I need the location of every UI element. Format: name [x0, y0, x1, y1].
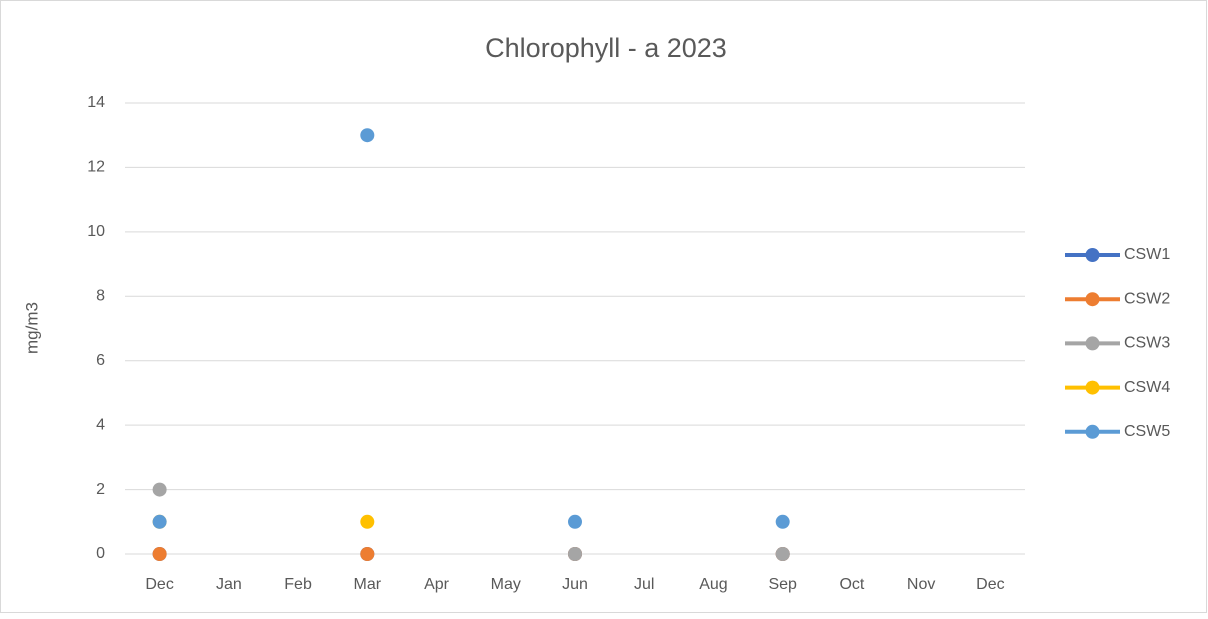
x-tick-label: Dec [976, 576, 1004, 593]
data-point [152, 482, 167, 497]
legend-label: CSW3 [1124, 335, 1170, 352]
y-tick-label: 14 [87, 94, 105, 111]
y-tick-label: 6 [96, 352, 105, 369]
x-tick-label: Oct [839, 576, 864, 593]
x-tick-label: Jun [562, 576, 588, 593]
legend-swatch [1085, 336, 1100, 351]
data-point [775, 547, 790, 561]
x-tick-label: Mar [354, 576, 382, 593]
x-tick-label: Nov [907, 576, 935, 593]
y-axis-title: mg/m3 [22, 302, 41, 354]
x-tick-label: Dec [145, 576, 173, 593]
x-tick-label: Jan [216, 576, 242, 593]
legend-label: CSW5 [1124, 423, 1170, 440]
legend-swatch [1085, 292, 1100, 307]
data-point [775, 514, 790, 529]
y-tick-label: 8 [96, 288, 105, 305]
data-point [360, 514, 375, 529]
legend-swatch [1085, 248, 1100, 262]
x-tick-label: Feb [284, 576, 312, 593]
legend-swatch [1085, 380, 1100, 395]
chart-title: Chlorophyll - a 2023 [485, 33, 727, 63]
data-point [568, 547, 582, 561]
x-tick-label: Sep [768, 576, 797, 593]
data-point [360, 128, 375, 143]
y-tick-label: 4 [96, 416, 105, 433]
x-tick-label: Apr [424, 576, 450, 593]
legend-label: CSW1 [1124, 246, 1170, 263]
data-point [152, 514, 167, 529]
y-tick-label: 0 [96, 545, 105, 562]
y-tick-label: 10 [87, 223, 105, 240]
x-tick-label: Jul [634, 576, 654, 593]
data-point [360, 547, 375, 561]
legend-swatch [1085, 424, 1100, 439]
y-tick-label: 12 [87, 159, 105, 176]
data-point [152, 547, 167, 561]
legend-label: CSW4 [1124, 379, 1170, 396]
y-tick-label: 2 [96, 481, 105, 498]
legend-label: CSW2 [1124, 290, 1170, 307]
data-point [568, 514, 582, 529]
x-tick-label: Aug [699, 576, 727, 593]
x-tick-label: May [491, 576, 521, 593]
